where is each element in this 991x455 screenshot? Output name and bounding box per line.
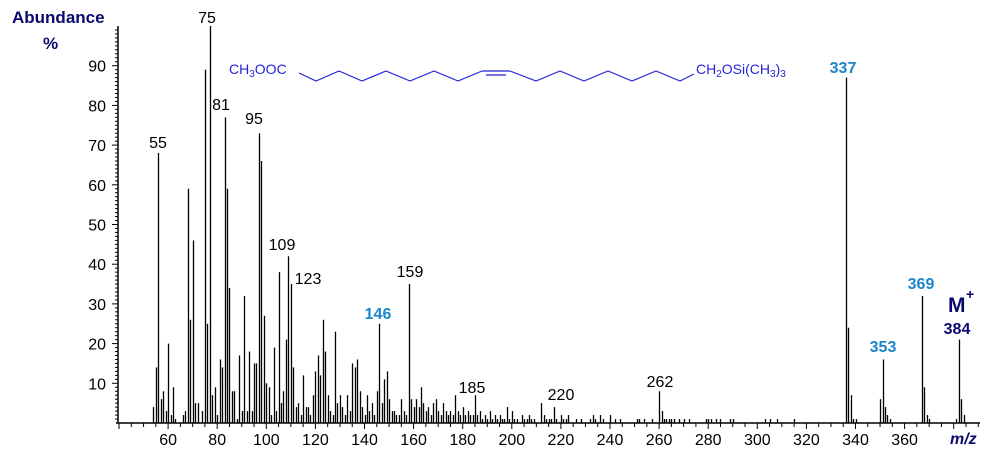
- y-tick-label: 60: [88, 178, 106, 195]
- peak-label-262: 262: [647, 374, 674, 391]
- axes: 10 20 30 40 50 60 70 80 90 60 80 100 120 140 160 180 200…: [88, 26, 980, 449]
- molecular-ion-sup: +: [966, 286, 974, 302]
- peak-labels: 55 75 81 95 109 123 146 159 185 220 262 337 353 369 38…: [149, 10, 970, 404]
- peak-label-123: 123: [295, 271, 322, 288]
- x-tick-label: 120: [302, 432, 329, 449]
- x-tick-label: 300: [744, 432, 771, 449]
- y-tick-label: 80: [88, 98, 106, 115]
- x-tick-label: 240: [597, 432, 624, 449]
- peak-label-159: 159: [397, 264, 424, 281]
- y-axis-title: Abundance: [12, 8, 105, 27]
- y-tick-label: 70: [88, 138, 106, 155]
- y-tick-label: 50: [88, 218, 106, 235]
- structure-chain-left: [298, 70, 483, 82]
- x-tick-label: 180: [449, 432, 476, 449]
- x-tick-label: 140: [351, 432, 378, 449]
- y-tick-label: 90: [88, 59, 106, 76]
- peak-label-337: 337: [830, 60, 857, 77]
- x-tick-label: 60: [159, 432, 177, 449]
- x-tick-label: 80: [208, 432, 226, 449]
- peak-label-109: 109: [269, 237, 296, 254]
- y-tick-label: 20: [88, 337, 106, 354]
- x-tick-label: 200: [498, 432, 525, 449]
- x-tick-label: 220: [548, 432, 575, 449]
- peak-label-75: 75: [198, 10, 216, 27]
- x-axis-title: m/z: [950, 431, 977, 448]
- x-tick-label: 360: [891, 432, 918, 449]
- peak-label-220: 220: [548, 387, 575, 404]
- x-tick-label: 280: [695, 432, 722, 449]
- peak-label-146: 146: [365, 306, 392, 323]
- x-tick-label: 320: [793, 432, 820, 449]
- molecular-ion-label: M: [948, 294, 966, 317]
- peak-label-185: 185: [459, 380, 486, 397]
- x-tick-label: 260: [646, 432, 673, 449]
- structure-right-group: CH2OSi(CH3)3: [696, 61, 786, 80]
- spectrum-sticks: [152, 26, 966, 423]
- x-tick-label: 160: [400, 432, 427, 449]
- x-tick-label: 100: [253, 432, 280, 449]
- y-tick-label: 40: [88, 257, 106, 274]
- x-tick-label: 340: [842, 432, 869, 449]
- peak-label-95: 95: [245, 111, 263, 128]
- peak-label-81: 81: [212, 97, 230, 114]
- structure-left-group: CH3OOC: [229, 61, 287, 80]
- structure-chain-right: [509, 70, 695, 82]
- y-tick-label: 30: [88, 297, 106, 314]
- peak-label-353: 353: [870, 339, 897, 356]
- peak-label-369: 369: [908, 276, 935, 293]
- peak-label-384: 384: [944, 321, 971, 338]
- y-axis-unit: %: [43, 34, 59, 53]
- y-tick-label: 10: [88, 376, 106, 393]
- peak-label-55: 55: [149, 135, 167, 152]
